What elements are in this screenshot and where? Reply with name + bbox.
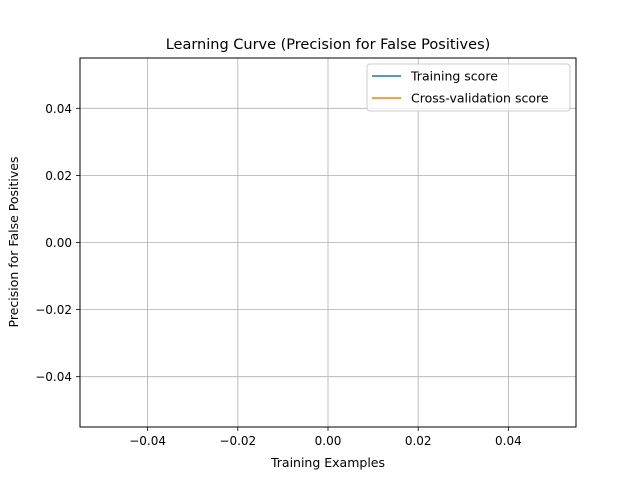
x-tick-label: 0.04 — [495, 434, 522, 448]
x-tick-label: −0.04 — [129, 434, 166, 448]
legend: Training score Cross-validation score — [366, 63, 571, 112]
y-tick-label: 0.00 — [45, 236, 72, 250]
x-axis-label: Training Examples — [270, 455, 385, 470]
x-tick-label: −0.02 — [219, 434, 256, 448]
chart-title: Learning Curve (Precision for False Posi… — [166, 37, 491, 53]
y-axis-ticks: −0.04 −0.02 0.00 0.02 0.04 — [35, 102, 80, 384]
y-tick-label: 0.04 — [45, 102, 72, 116]
legend-label-cross-validation-score: Cross-validation score — [411, 91, 549, 106]
y-tick-label: −0.04 — [35, 370, 72, 384]
x-axis-ticks: −0.04 −0.02 0.00 0.02 0.04 — [129, 427, 522, 448]
y-tick-label: −0.02 — [35, 303, 72, 317]
legend-label-training-score: Training score — [410, 69, 498, 84]
x-tick-label: 0.00 — [315, 434, 342, 448]
y-axis-label: Precision for False Positives — [6, 157, 21, 328]
grid-lines — [80, 58, 576, 427]
x-tick-label: 0.02 — [405, 434, 432, 448]
legend-box — [366, 63, 571, 112]
y-tick-label: 0.02 — [45, 169, 72, 183]
